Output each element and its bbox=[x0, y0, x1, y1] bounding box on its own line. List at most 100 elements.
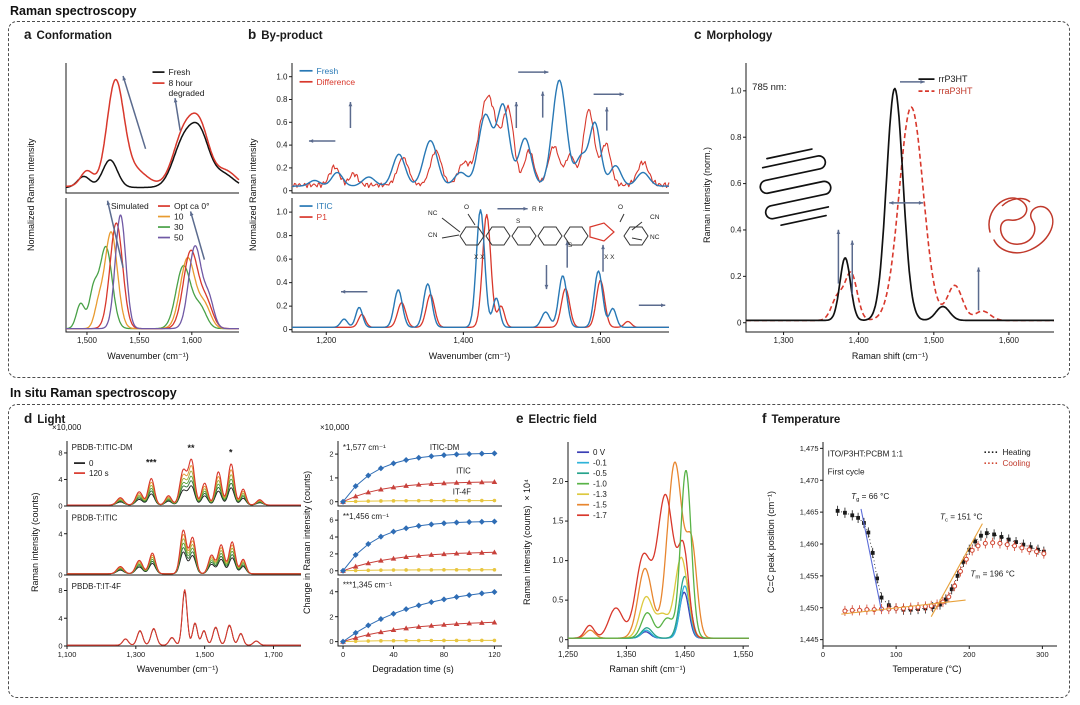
svg-text:1,400: 1,400 bbox=[453, 336, 474, 345]
panel-c-ylabel: Raman intensity (norm.) bbox=[702, 146, 712, 244]
panel-c-title: Morphology bbox=[706, 30, 773, 42]
svg-text:1,400: 1,400 bbox=[849, 336, 870, 345]
svg-text:0: 0 bbox=[341, 650, 345, 659]
svg-text:1,450: 1,450 bbox=[800, 603, 819, 612]
panel-d-left-ylabel: Raman intensity (counts) bbox=[30, 492, 40, 592]
svg-text:Tm = 196 °C: Tm = 196 °C bbox=[970, 570, 1014, 581]
svg-text:0: 0 bbox=[737, 318, 742, 327]
panel-f-xlabel: Temperature (°C) bbox=[892, 664, 962, 674]
svg-text:120: 120 bbox=[488, 650, 501, 659]
chart-d-itic: 0 4 PBDB-T:ITIC bbox=[50, 507, 305, 580]
itic-chemical-structure: NC CN O X X S R R S O CN NC X X bbox=[428, 204, 666, 268]
panel-e-title: Electric field bbox=[528, 414, 597, 426]
svg-text:1,460: 1,460 bbox=[800, 540, 819, 549]
panel-b-letter: b bbox=[248, 27, 257, 42]
svg-text:80: 80 bbox=[440, 650, 448, 659]
raman-section-box bbox=[8, 21, 1070, 378]
panel-a-xlabel: Wavenumber (cm⁻¹) bbox=[107, 351, 189, 361]
svg-text:0: 0 bbox=[329, 637, 333, 646]
panel-f-ylabel: C=C peak position (cm⁻¹) bbox=[766, 490, 776, 594]
svg-text:Opt ca 0°: Opt ca 0° bbox=[174, 201, 210, 211]
svg-text:0: 0 bbox=[89, 459, 94, 468]
svg-text:1,100: 1,100 bbox=[58, 650, 77, 659]
svg-text:1,445: 1,445 bbox=[800, 635, 819, 644]
svg-text:40: 40 bbox=[389, 650, 397, 659]
panel-d-left-scale: ×10,000 bbox=[52, 423, 82, 432]
svg-text:0.4: 0.4 bbox=[276, 278, 288, 287]
svg-text:1,200: 1,200 bbox=[316, 336, 337, 345]
svg-text:1,550: 1,550 bbox=[733, 650, 754, 659]
panel-d-caption: d Light bbox=[24, 410, 65, 428]
amorphous-coil-icon bbox=[980, 186, 1060, 262]
panel-e-caption: e Electric field bbox=[516, 410, 597, 428]
chart-b-fresh-difference: 0 0.2 0.4 0.6 0.8 1.0 Fresh Difference bbox=[262, 58, 677, 195]
panel-a-letter: a bbox=[24, 27, 32, 42]
chart-d-kinetics-1577: 0 1 2 *1,577 cm⁻¹ ITIC-DM ITIC IT-4F bbox=[318, 438, 508, 507]
svg-text:1,500: 1,500 bbox=[77, 336, 98, 345]
svg-text:1,500: 1,500 bbox=[924, 336, 945, 345]
svg-text:0.6: 0.6 bbox=[276, 255, 288, 264]
panel-a-ylabel: Normalized Raman intensity bbox=[26, 138, 36, 252]
svg-text:30: 30 bbox=[174, 222, 184, 232]
svg-text:0.8: 0.8 bbox=[276, 231, 288, 240]
svg-text:1,465: 1,465 bbox=[800, 508, 819, 517]
svg-text:0: 0 bbox=[329, 497, 333, 506]
svg-text:0 V: 0 V bbox=[593, 448, 606, 457]
svg-text:degraded: degraded bbox=[169, 88, 205, 98]
svg-text:1,500: 1,500 bbox=[195, 650, 214, 659]
svg-text:1.5: 1.5 bbox=[552, 517, 564, 526]
svg-text:0: 0 bbox=[58, 571, 62, 580]
svg-text:1,600: 1,600 bbox=[182, 336, 203, 345]
svg-text:0.4: 0.4 bbox=[276, 141, 288, 150]
svg-text:-0.5: -0.5 bbox=[593, 469, 607, 478]
svg-text:rrP3HT: rrP3HT bbox=[938, 74, 968, 84]
panel-b-xlabel: Wavenumber (cm⁻¹) bbox=[428, 351, 511, 361]
svg-text:Tg = 66 °C: Tg = 66 °C bbox=[851, 492, 889, 503]
svg-text:Simulated: Simulated bbox=[111, 201, 149, 211]
svg-text:0.2: 0.2 bbox=[730, 272, 742, 281]
svg-text:IT-4F: IT-4F bbox=[453, 487, 471, 496]
svg-text:Fresh: Fresh bbox=[169, 67, 191, 77]
svg-text:1,470: 1,470 bbox=[800, 476, 819, 485]
svg-text:300: 300 bbox=[1036, 650, 1049, 659]
panel-b-ylabel: Normalized Raman intensity bbox=[248, 138, 258, 252]
svg-text:4: 4 bbox=[58, 529, 62, 538]
svg-text:0.6: 0.6 bbox=[276, 118, 288, 127]
svg-text:1.0: 1.0 bbox=[552, 556, 564, 565]
svg-text:**: ** bbox=[188, 443, 196, 453]
chart-d-kinetics-1456: 0 2 4 6 **1,456 cm⁻¹ bbox=[318, 507, 508, 576]
svg-text:0: 0 bbox=[58, 502, 62, 511]
svg-text:4: 4 bbox=[58, 475, 62, 484]
chart-b-itic-p1: 1,200 1,400 1,600 0 0.2 0.4 0.6 0.8 1.0 ITIC P1 bbox=[262, 195, 677, 347]
svg-text:-1.0: -1.0 bbox=[593, 480, 607, 489]
svg-text:4: 4 bbox=[329, 587, 333, 596]
svg-text:1: 1 bbox=[329, 474, 333, 483]
svg-text:785 nm:: 785 nm: bbox=[752, 82, 786, 93]
crystalline-chains-icon bbox=[750, 146, 854, 232]
svg-text:*1,577 cm⁻¹: *1,577 cm⁻¹ bbox=[343, 443, 386, 452]
svg-text:0: 0 bbox=[821, 650, 825, 659]
svg-text:1,700: 1,700 bbox=[264, 650, 283, 659]
svg-text:1,450: 1,450 bbox=[675, 650, 696, 659]
svg-text:Heating: Heating bbox=[1002, 448, 1031, 457]
atom-label-xx: X X bbox=[474, 254, 485, 261]
svg-text:1,250: 1,250 bbox=[558, 650, 579, 659]
atom-label-nc: NC bbox=[428, 210, 438, 217]
section-title-raman: Raman spectroscopy bbox=[10, 4, 137, 18]
svg-text:0: 0 bbox=[329, 566, 333, 575]
panel-d-left-xlabel: Wavenumber (cm⁻¹) bbox=[136, 664, 219, 674]
svg-text:2: 2 bbox=[329, 450, 333, 459]
chart-d-kinetics-1345: 0 40 80 120 0 2 4 ***1,345 cm⁻¹ bbox=[318, 576, 508, 662]
svg-text:Cooling: Cooling bbox=[1002, 459, 1030, 468]
svg-text:4: 4 bbox=[58, 614, 62, 623]
atom-label-rr: R R bbox=[532, 206, 544, 213]
svg-text:0: 0 bbox=[283, 186, 288, 195]
svg-text:0.8: 0.8 bbox=[276, 95, 288, 104]
panel-f-title: Temperature bbox=[771, 414, 841, 426]
chart-d-it4f: 1,100 1,300 1,500 1,700 0 4 8 PBDB-T:IT-4F bbox=[50, 576, 305, 662]
svg-text:1,475: 1,475 bbox=[800, 444, 819, 453]
insitu-section-box bbox=[8, 404, 1070, 698]
svg-text:0.2: 0.2 bbox=[276, 302, 288, 311]
svg-text:PBDB-T:IT-4F: PBDB-T:IT-4F bbox=[72, 582, 121, 591]
svg-text:1.0: 1.0 bbox=[730, 86, 742, 95]
